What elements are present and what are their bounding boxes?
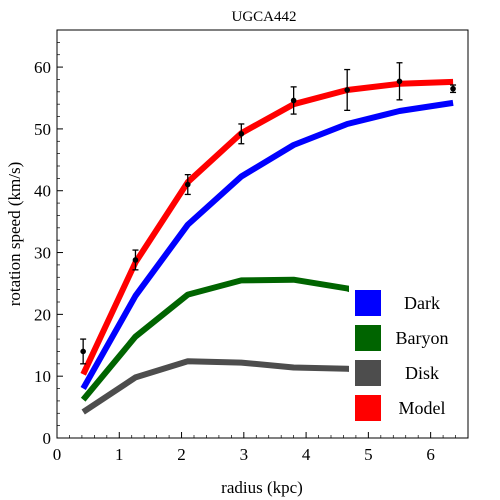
legend-swatch-model — [355, 395, 381, 421]
legend-label-disk: Disk — [405, 363, 439, 383]
data-point — [238, 131, 245, 137]
y-tick-label: 60 — [34, 58, 51, 77]
legend: Dark Baryon Disk Model — [349, 285, 467, 425]
x-axis-label: radius (kpc) — [221, 478, 303, 497]
y-tick-label: 30 — [34, 244, 51, 263]
y-tick-label: 0 — [43, 429, 52, 448]
x-tick-label: 0 — [53, 445, 62, 464]
chart-title: UGCA442 — [231, 9, 296, 25]
legend-swatch-baryon — [355, 325, 381, 351]
legend-label-dark: Dark — [404, 293, 440, 313]
legend-swatch-dark — [355, 290, 381, 316]
y-tick-label: 20 — [34, 305, 51, 324]
x-tick-label: 2 — [177, 445, 186, 464]
x-tick-label: 4 — [302, 445, 311, 464]
series-line-dark — [80, 99, 454, 390]
data-point — [450, 85, 456, 92]
y-tick-label: 10 — [34, 367, 51, 386]
legend-label-model: Model — [399, 398, 446, 418]
data-point — [344, 87, 350, 93]
data-point — [290, 97, 297, 104]
x-tick-label: 1 — [115, 445, 124, 464]
x-tick-label: 6 — [426, 445, 435, 464]
data-point — [184, 181, 191, 188]
observed-points — [80, 62, 457, 365]
legend-label-baryon: Baryon — [396, 328, 449, 348]
data-point — [132, 257, 139, 263]
x-tick-label: 3 — [240, 445, 249, 464]
y-axis-label: rotation speed (km/s) — [5, 162, 24, 306]
data-point — [396, 78, 403, 85]
y-axis-ticks: 0 10 20 30 40 50 60 — [34, 42, 63, 448]
legend-swatch-disk — [355, 360, 381, 386]
data-point — [80, 348, 86, 355]
y-tick-label: 50 — [34, 120, 51, 139]
y-tick-label: 40 — [34, 182, 51, 201]
x-axis-ticks: 0 1 2 3 4 5 6 — [53, 432, 456, 464]
plot-frame — [56, 29, 469, 439]
x-tick-label: 5 — [364, 445, 373, 464]
series-line-model — [80, 78, 454, 376]
